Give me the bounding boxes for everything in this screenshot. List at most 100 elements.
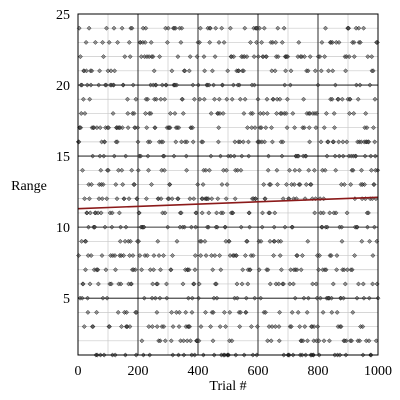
data-point: [158, 196, 164, 202]
data-point: [332, 82, 338, 88]
data-point: [239, 281, 245, 287]
data-point: [206, 224, 211, 230]
data-point: [190, 139, 196, 145]
data-point: [238, 224, 244, 230]
data-point: [230, 210, 236, 216]
data-point: [207, 39, 213, 45]
data-point: [317, 54, 323, 60]
data-point: [156, 253, 162, 258]
data-point: [301, 96, 307, 102]
data-point: [120, 182, 126, 187]
data-point: [139, 267, 145, 273]
data-point: [265, 267, 271, 273]
data-point: [351, 54, 357, 60]
data-point: [209, 253, 214, 258]
data-point: [176, 309, 182, 315]
data-point: [121, 196, 127, 202]
data-point: [301, 295, 307, 301]
data-point: [157, 54, 163, 60]
data-point: [126, 196, 132, 202]
data-point: [263, 125, 269, 131]
data-point: [98, 210, 104, 216]
data-point: [353, 153, 359, 159]
data-point: [167, 182, 173, 187]
data-point: [305, 295, 311, 301]
data-point: [78, 125, 84, 131]
data-point: [83, 238, 89, 244]
data-point: [263, 309, 268, 315]
data-point: [214, 224, 220, 230]
data-point: [183, 153, 189, 159]
data-point: [219, 25, 225, 31]
data-point: [224, 96, 230, 102]
data-point: [356, 281, 361, 287]
data-point: [108, 68, 114, 74]
data-point: [189, 309, 195, 315]
data-point: [192, 253, 198, 258]
data-point: [197, 39, 202, 45]
data-point: [134, 196, 140, 202]
data-point: [232, 196, 238, 202]
data-point: [372, 139, 378, 145]
data-point: [90, 324, 96, 330]
data-point: [318, 68, 324, 74]
data-point: [213, 25, 219, 31]
data-point: [115, 309, 121, 315]
data-point: [178, 39, 184, 45]
data-point: [104, 196, 110, 202]
data-point: [262, 196, 268, 202]
data-point: [324, 224, 330, 230]
data-point: [147, 139, 153, 145]
data-point: [231, 153, 237, 159]
data-point: [282, 224, 288, 230]
data-point: [194, 54, 200, 60]
data-point: [111, 82, 117, 88]
data-point: [101, 54, 106, 60]
data-point: [216, 39, 222, 45]
data-point: [198, 324, 204, 330]
data-point: [302, 54, 307, 60]
data-point: [115, 39, 121, 45]
data-point: [296, 39, 302, 45]
data-point: [331, 111, 337, 116]
data-point: [170, 324, 176, 330]
data-point: [84, 210, 90, 216]
data-point: [86, 224, 91, 230]
data-point: [328, 253, 334, 258]
data-point: [236, 82, 242, 88]
data-point: [363, 111, 369, 116]
data-point: [371, 182, 377, 187]
data-point: [280, 139, 286, 145]
data-point: [332, 153, 338, 159]
data-point: [83, 39, 89, 45]
data-point: [113, 182, 119, 187]
data-point: [312, 210, 318, 216]
data-point: [116, 210, 122, 216]
data-point: [349, 338, 355, 344]
data-point: [271, 253, 277, 258]
data-point: [223, 324, 229, 330]
data-point: [330, 281, 336, 287]
data-point: [182, 68, 188, 74]
data-point: [209, 68, 215, 74]
data-point: [334, 267, 340, 273]
data-point: [143, 196, 149, 202]
data-point: [119, 25, 125, 31]
data-point: [361, 295, 367, 301]
data-point: [210, 338, 216, 344]
data-point: [302, 324, 308, 330]
data-point: [278, 238, 284, 244]
data-point: [284, 182, 289, 187]
data-point: [234, 281, 240, 287]
data-point: [133, 96, 139, 102]
data-point: [161, 253, 166, 258]
data-point: [149, 324, 155, 330]
data-point: [289, 309, 295, 315]
data-point: [112, 68, 118, 74]
data-point: [196, 295, 202, 301]
data-point: [312, 68, 318, 74]
data-point: [196, 281, 202, 287]
data-point: [241, 68, 247, 74]
data-point: [364, 125, 370, 131]
data-point: [304, 309, 310, 315]
